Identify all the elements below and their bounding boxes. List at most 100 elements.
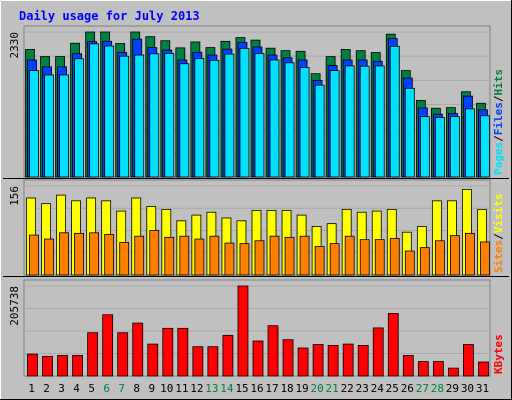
bar-sites — [44, 238, 54, 276]
bar-pages — [465, 108, 475, 178]
x-tick-label: 11 — [175, 382, 188, 395]
bar-sites — [450, 235, 460, 276]
bar-pages — [209, 59, 220, 178]
bar-pages — [179, 63, 190, 178]
bar-pages — [450, 116, 460, 178]
bar-pages — [299, 67, 310, 178]
bar-pages — [404, 87, 415, 178]
bar-kbytes — [327, 344, 339, 377]
bar-sites — [134, 235, 145, 276]
bar-kbytes — [387, 313, 399, 377]
legend-entry: Sites — [492, 240, 505, 273]
bar-sites — [209, 235, 220, 276]
bar-kbytes — [417, 361, 429, 377]
bar-kbytes — [402, 355, 414, 377]
bar-kbytes — [102, 314, 114, 377]
legend-entry: Hits — [492, 69, 505, 96]
bar-pages — [134, 54, 145, 178]
bar-pages — [480, 115, 490, 178]
bar-sites — [284, 236, 295, 276]
bar-kbytes — [357, 344, 369, 377]
bar-pages — [434, 117, 445, 178]
x-tick-label: 3 — [58, 382, 65, 395]
bar-kbytes — [448, 367, 459, 377]
bar-sites — [119, 242, 130, 276]
bar-pages — [389, 45, 400, 178]
bar-kbytes — [132, 322, 144, 377]
bar-sites — [104, 234, 115, 276]
bar-pages — [104, 45, 115, 178]
bar-kbytes — [162, 327, 174, 377]
bar-kbytes — [117, 332, 129, 377]
bar-pages — [44, 74, 54, 178]
bar-kbytes — [267, 325, 279, 377]
x-tick-label: 31 — [476, 382, 489, 395]
bar-pages — [224, 53, 235, 178]
bar-kbytes — [463, 344, 474, 377]
bar-sites — [239, 243, 250, 276]
x-tick-label: 30 — [461, 382, 474, 395]
bar-kbytes — [342, 343, 354, 377]
x-tick-label: 24 — [371, 382, 385, 395]
bar-kbytes — [207, 346, 219, 377]
bar-kbytes — [192, 346, 204, 377]
bar-pages — [149, 53, 160, 178]
legend: KBytes — [492, 334, 505, 374]
y-tick-label: 156 — [8, 186, 21, 206]
bar-sites — [254, 240, 265, 276]
bar-sites — [59, 232, 69, 276]
x-tick-label: 4 — [73, 382, 80, 395]
x-tick-label: 2 — [43, 382, 50, 395]
legend-entry: Pages — [492, 142, 505, 175]
legend-entry: / — [492, 135, 505, 142]
bar-pages — [329, 70, 340, 178]
x-axis-labels: 1 2 3 4 5 6 7 8 9 10 11 12 13 14 15 16 17 18 19 20 21 22 23 24 2… — [28, 382, 489, 395]
legend-entry: / — [492, 95, 505, 102]
chart-title: Daily usage for July 2013 — [19, 9, 200, 23]
bar-pages — [29, 70, 39, 178]
bar-pages — [359, 65, 370, 178]
legend-entry: KBytes — [492, 334, 505, 374]
bar-kbytes — [432, 361, 444, 377]
legend-entry: Visits — [492, 194, 505, 234]
x-tick-label: 25 — [386, 382, 399, 395]
bar-pages — [419, 116, 430, 178]
bar-kbytes — [42, 355, 53, 377]
bar-kbytes — [72, 355, 83, 377]
bar-pages — [59, 74, 69, 178]
x-tick-label: 5 — [88, 382, 95, 395]
bar-kbytes — [312, 344, 324, 377]
x-tick-label: 6 — [103, 382, 110, 395]
bar-sites — [465, 232, 475, 276]
bar-kbytes — [222, 334, 234, 377]
y-tick-label: 205738 — [8, 286, 21, 326]
bar-pages — [89, 43, 100, 178]
legend: Sites/Visits — [492, 194, 505, 274]
x-tick-label: 12 — [190, 382, 203, 395]
bar-pages — [344, 65, 355, 178]
bar-sites — [89, 232, 100, 276]
bar-sites — [314, 246, 325, 276]
bar-sites — [404, 250, 415, 276]
bar-pages — [374, 65, 385, 178]
bar-sites — [374, 239, 385, 276]
x-tick-label: 26 — [401, 382, 414, 395]
bar-pages — [239, 48, 250, 178]
bar-kbytes — [57, 355, 68, 377]
bar-pages — [194, 58, 205, 178]
bar-sites — [224, 242, 235, 276]
bar-sites — [299, 235, 310, 276]
bar-pages — [164, 53, 175, 178]
panel-bottom: 205738 KBytes — [8, 279, 505, 377]
bar-kbytes — [252, 340, 264, 377]
bar-sites — [164, 236, 175, 276]
x-tick-label: 19 — [295, 382, 308, 395]
bar-sites — [359, 239, 370, 276]
bar-sites — [329, 243, 340, 276]
bar-kbytes — [478, 361, 489, 377]
x-tick-label: 10 — [160, 382, 173, 395]
bar-sites — [269, 235, 280, 276]
bar-pages — [284, 62, 295, 178]
